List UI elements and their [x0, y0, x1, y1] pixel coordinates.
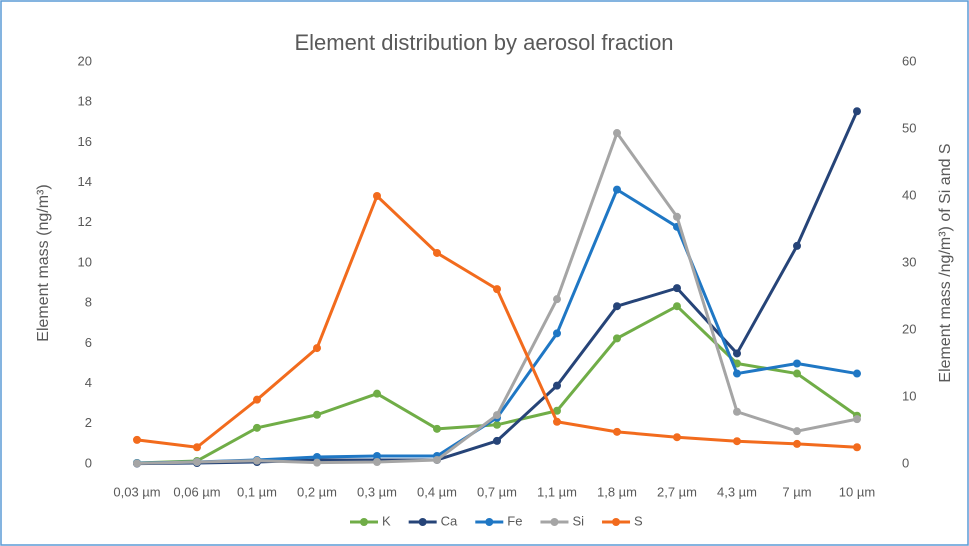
legend-label: Ca: [441, 513, 458, 528]
y-tick-label: 2: [85, 415, 92, 430]
legend-label: K: [382, 513, 391, 528]
data-point: [313, 452, 321, 461]
data-point: [433, 248, 441, 257]
y2-axis-title: Element mass /ng/m³) of Si and S: [937, 143, 954, 382]
data-point: [793, 359, 801, 368]
x-tick-label: 0,06 µm: [173, 484, 220, 499]
x-tick-label: 0,03 µm: [113, 484, 160, 499]
legend-label: Si: [572, 513, 584, 528]
data-point: [673, 284, 681, 293]
y2-tick-label: 20: [902, 321, 916, 336]
y-tick-label: 12: [78, 214, 92, 229]
legend-label: Fe: [507, 513, 522, 528]
x-tick-label: 0,7 µm: [477, 484, 517, 499]
data-point: [553, 417, 561, 426]
data-point: [553, 329, 561, 338]
y-tick-label: 6: [85, 335, 92, 350]
y2-tick-label: 0: [902, 455, 909, 470]
data-point: [613, 427, 621, 436]
chart-title: Element distribution by aerosol fraction: [294, 30, 673, 55]
data-point: [313, 458, 321, 467]
y-tick-label: 4: [85, 375, 92, 390]
y2-tick-label: 10: [902, 388, 916, 403]
data-point: [253, 456, 261, 465]
data-point: [793, 369, 801, 378]
data-point: [373, 389, 381, 398]
data-point: [373, 457, 381, 466]
data-point: [193, 457, 201, 466]
legend-marker: [612, 518, 621, 526]
data-point: [613, 185, 621, 194]
data-point: [673, 302, 681, 311]
data-point: [373, 192, 381, 200]
data-point: [793, 241, 801, 250]
y2-tick-label: 50: [902, 120, 916, 135]
y2-tick-label: 40: [902, 187, 916, 202]
legend-label: S: [634, 513, 643, 528]
x-tick-label: 1,8 µm: [597, 484, 637, 499]
x-tick-label: 7 µm: [782, 484, 811, 499]
legend-marker: [550, 518, 559, 526]
data-point: [853, 415, 861, 424]
x-tick-label: 0,4 µm: [417, 484, 457, 499]
y-tick-label: 20: [78, 53, 92, 68]
x-tick-label: 4,3 µm: [717, 484, 757, 499]
data-point: [673, 433, 681, 442]
y-tick-label: 0: [85, 455, 92, 470]
data-point: [853, 107, 861, 116]
data-point: [853, 369, 861, 378]
x-tick-label: 1,1 µm: [537, 484, 577, 499]
y-tick-label: 10: [78, 254, 92, 269]
x-tick-label: 2,7 µm: [657, 484, 697, 499]
data-point: [553, 381, 561, 390]
data-point: [613, 129, 621, 138]
y-tick-label: 18: [78, 94, 92, 109]
legend-marker: [485, 518, 494, 526]
data-point: [433, 455, 441, 464]
data-point: [373, 451, 381, 460]
legend-marker: [360, 518, 368, 526]
data-point: [133, 435, 141, 444]
data-point: [133, 459, 141, 468]
data-point: [253, 423, 261, 432]
x-tick-label: 0,3 µm: [357, 484, 397, 499]
y2-tick-label: 60: [902, 53, 916, 68]
data-point: [253, 395, 261, 404]
data-point: [673, 212, 681, 221]
data-point: [553, 406, 561, 415]
data-point: [553, 295, 561, 304]
data-point: [733, 349, 741, 358]
y-tick-label: 16: [78, 134, 92, 149]
data-point: [793, 439, 801, 448]
x-tick-label: 0,1 µm: [237, 484, 277, 499]
y-tick-label: 8: [85, 295, 92, 310]
data-point: [493, 285, 501, 294]
data-point: [493, 436, 501, 445]
data-point: [733, 369, 741, 378]
data-point: [433, 424, 441, 433]
data-point: [613, 334, 621, 343]
data-point: [793, 427, 801, 436]
data-point: [853, 443, 861, 452]
y2-tick-label: 30: [902, 254, 916, 269]
data-point: [733, 407, 741, 416]
x-tick-label: 10 µm: [839, 484, 875, 499]
data-point: [493, 411, 501, 420]
data-point: [733, 437, 741, 446]
y-tick-label: 14: [78, 174, 92, 189]
data-point: [613, 302, 621, 311]
data-point: [193, 443, 201, 452]
x-tick-label: 0,2 µm: [297, 484, 337, 499]
y-axis-title: Element mass (ng/m³): [35, 184, 52, 341]
legend-marker: [418, 518, 427, 526]
data-point: [493, 420, 501, 429]
data-point: [313, 344, 321, 353]
data-point: [313, 410, 321, 419]
